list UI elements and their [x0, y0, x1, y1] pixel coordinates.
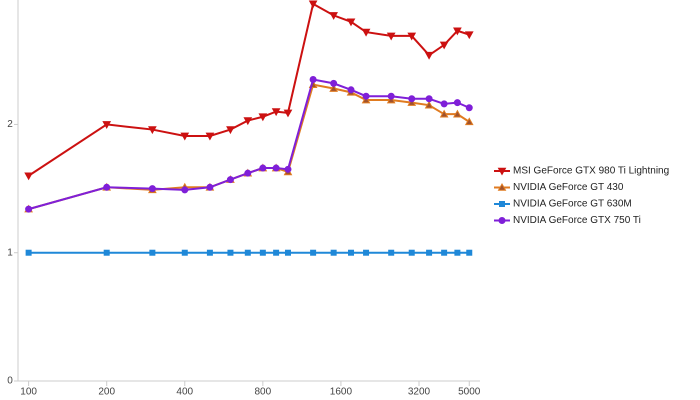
- marker: [465, 104, 473, 112]
- legend-label: NVIDIA GeForce GT 630M: [513, 199, 632, 210]
- legend: MSI GeForce GTX 980 Ti Lightning NVIDIA G…: [494, 166, 669, 226]
- marker: [424, 51, 434, 60]
- series-line: [28, 78, 470, 211]
- legend-label: MSI GeForce GTX 980 Ti Lightning: [513, 166, 669, 177]
- x-tick-label: 800: [255, 387, 272, 398]
- marker: [497, 167, 507, 176]
- marker: [244, 249, 251, 256]
- marker: [330, 249, 337, 256]
- series-line: [28, 2, 470, 177]
- marker: [386, 32, 396, 41]
- marker: [310, 249, 317, 256]
- marker: [283, 109, 293, 118]
- x-tick-label: 400: [176, 387, 193, 398]
- marker: [454, 249, 461, 256]
- legend-label: NVIDIA GeForce GT 430: [513, 182, 624, 193]
- marker: [181, 249, 188, 256]
- marker: [180, 132, 190, 141]
- series-line: [28, 83, 470, 211]
- marker: [453, 99, 461, 107]
- marker: [273, 249, 280, 256]
- y-tick-label: 0: [7, 376, 13, 387]
- marker: [387, 92, 395, 100]
- marker: [388, 249, 395, 256]
- marker: [440, 100, 448, 108]
- marker: [226, 126, 235, 135]
- marker: [181, 186, 189, 194]
- marker: [226, 176, 234, 184]
- marker: [272, 164, 280, 172]
- marker: [363, 249, 370, 256]
- marker: [259, 249, 266, 256]
- marker: [227, 249, 234, 256]
- marker: [408, 95, 416, 103]
- legend-label: NVIDIA GeForce GTX 750 Ti: [513, 215, 641, 226]
- marker: [497, 182, 507, 191]
- marker: [346, 18, 356, 27]
- marker: [348, 249, 355, 256]
- marker: [205, 132, 215, 141]
- marker: [464, 117, 474, 126]
- y-tick-label: 2: [7, 119, 13, 130]
- marker: [148, 185, 156, 193]
- marker: [453, 109, 462, 118]
- marker: [148, 126, 157, 135]
- marker: [464, 31, 474, 40]
- marker: [258, 113, 268, 122]
- marker: [25, 205, 33, 213]
- marker: [441, 249, 448, 256]
- marker: [259, 164, 267, 172]
- y-tick-label: 1: [7, 247, 13, 258]
- marker: [453, 27, 462, 36]
- marker: [439, 109, 449, 118]
- marker: [347, 86, 355, 94]
- marker: [499, 201, 505, 207]
- marker: [308, 0, 318, 9]
- marker: [243, 117, 253, 126]
- marker: [103, 249, 110, 256]
- marker: [330, 79, 338, 87]
- marker: [149, 249, 156, 256]
- marker: [362, 92, 370, 100]
- marker: [309, 76, 317, 84]
- marker: [424, 100, 434, 109]
- marker: [407, 32, 417, 41]
- marker: [498, 217, 506, 224]
- marker: [284, 249, 291, 256]
- marker: [408, 249, 415, 256]
- x-tick-label: 1600: [330, 387, 353, 398]
- marker: [271, 108, 281, 117]
- marker: [426, 249, 433, 256]
- marker: [25, 249, 32, 256]
- x-tick-label: 5000: [458, 387, 481, 398]
- marker: [361, 28, 371, 37]
- marker: [244, 169, 252, 177]
- marker: [425, 95, 433, 103]
- x-tick-label: 200: [98, 387, 115, 398]
- marker: [466, 249, 473, 256]
- x-tick-label: 3200: [408, 387, 431, 398]
- marker: [206, 183, 214, 191]
- x-tick-label: 100: [20, 387, 37, 398]
- marker: [439, 41, 449, 50]
- marker: [103, 183, 111, 191]
- marker: [284, 165, 292, 173]
- marker: [102, 121, 112, 129]
- marker: [329, 12, 339, 20]
- marker: [24, 172, 33, 181]
- marker: [329, 83, 339, 92]
- marker: [206, 249, 213, 256]
